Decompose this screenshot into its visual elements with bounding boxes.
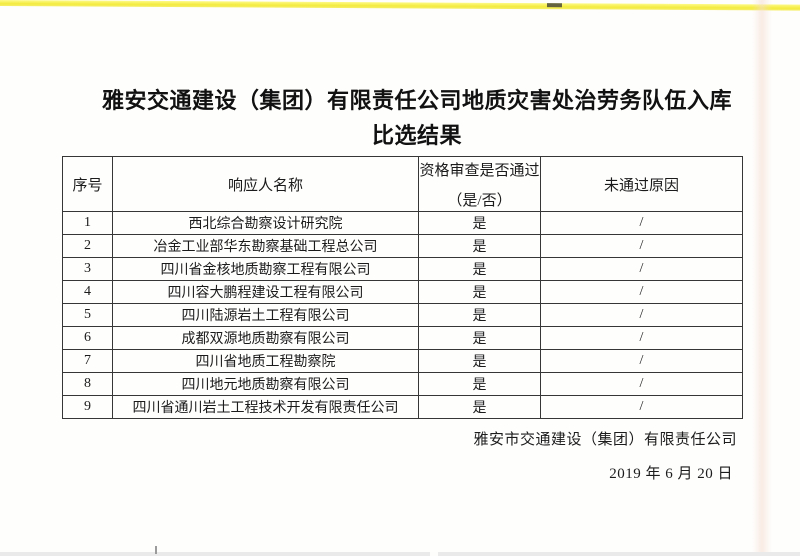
pass-cell: 是	[418, 234, 541, 258]
table-row: 6 成都双源地质勘察有限公司 是 /	[62, 326, 743, 350]
serial-cell: 6	[62, 326, 113, 350]
pass-cell: 是	[418, 349, 541, 373]
reason-cell: /	[540, 257, 743, 281]
reason-cell: /	[540, 395, 743, 419]
col-header-serial: 序号	[62, 156, 113, 212]
serial-cell: 2	[62, 234, 113, 258]
serial-cell: 4	[62, 280, 113, 304]
pass-cell: 是	[418, 303, 541, 327]
scan-edge-right-band	[752, 0, 772, 556]
respondent-name-cell: 四川省通川岩土工程技术开发有限责任公司	[112, 395, 419, 419]
pass-cell: 是	[418, 280, 541, 304]
scan-edge-bottom-band	[0, 552, 800, 556]
table-row: 8 四川地元地质勘察有限公司 是 /	[62, 372, 743, 396]
pass-cell: 是	[418, 395, 541, 419]
scan-edge-bottom-gap	[430, 552, 438, 556]
table-row: 5 四川陆源岩土工程有限公司 是 /	[62, 303, 743, 327]
respondent-name-cell: 西北综合勘察设计研究院	[112, 211, 419, 235]
respondent-name-cell: 成都双源地质勘察有限公司	[112, 326, 419, 350]
table-row: 4 四川容大鹏程建设工程有限公司 是 /	[62, 280, 743, 304]
serial-cell: 9	[62, 395, 113, 419]
pass-cell: 是	[418, 211, 541, 235]
qualification-results-table: 序号 响应人名称 资格审查是否通过 （是/否） 未通过原因 1 西北综合勘察设计…	[62, 156, 743, 419]
scan-tick-mark	[155, 546, 157, 554]
respondent-name-cell: 四川陆源岩土工程有限公司	[112, 303, 419, 327]
serial-cell: 7	[62, 349, 113, 373]
respondent-name-cell: 四川省金核地质勘察工程有限公司	[112, 257, 419, 281]
reason-cell: /	[540, 280, 743, 304]
document-title-line2: 比选结果	[371, 123, 462, 148]
serial-cell: 3	[62, 257, 113, 281]
table-row: 1 西北综合勘察设计研究院 是 /	[62, 211, 743, 235]
footer-company: 雅安市交通建设（集团）有限责任公司	[473, 432, 737, 448]
reason-cell: /	[540, 234, 743, 258]
scan-edge-top-band	[0, 0, 800, 11]
table-row: 7 四川省地质工程勘察院 是 /	[62, 349, 743, 373]
table-row: 9 四川省通川岩土工程技术开发有限责任公司 是 /	[62, 395, 743, 419]
serial-cell: 1	[62, 211, 113, 235]
col-header-respondent-name: 响应人名称	[112, 156, 419, 212]
reason-cell: /	[540, 211, 743, 235]
reason-cell: /	[540, 326, 743, 350]
serial-cell: 5	[62, 303, 113, 327]
col-header-qualification-pass: 资格审查是否通过 （是/否）	[418, 156, 541, 212]
reason-cell: /	[540, 372, 743, 396]
scan-smudge	[546, 3, 562, 8]
document-title: 雅安交通建设（集团）有限责任公司地质灾害处治劳务队伍入库 比选结果	[72, 83, 762, 153]
respondent-name-cell: 四川地元地质勘察有限公司	[112, 372, 419, 396]
table-header-row: 序号 响应人名称 资格审查是否通过 （是/否） 未通过原因	[62, 156, 743, 212]
footer-date: 2019 年 6 月 20 日	[609, 466, 733, 482]
qualification-pass-header-line2: （是/否）	[447, 192, 512, 209]
respondent-name-cell: 四川容大鹏程建设工程有限公司	[112, 280, 419, 304]
respondent-name-cell: 冶金工业部华东勘察基础工程总公司	[112, 234, 419, 258]
document-title-line1: 雅安交通建设（集团）有限责任公司地质灾害处治劳务队伍入库	[101, 88, 732, 113]
pass-cell: 是	[418, 326, 541, 350]
table-row: 2 冶金工业部华东勘察基础工程总公司 是 /	[62, 234, 743, 258]
pass-cell: 是	[418, 257, 541, 281]
col-header-fail-reason: 未通过原因	[540, 156, 743, 212]
respondent-name-cell: 四川省地质工程勘察院	[112, 349, 419, 373]
reason-cell: /	[540, 303, 743, 327]
qualification-pass-header-line1: 资格审查是否通过	[419, 162, 540, 179]
reason-cell: /	[540, 349, 743, 373]
table-row: 3 四川省金核地质勘察工程有限公司 是 /	[62, 257, 743, 281]
pass-cell: 是	[418, 372, 541, 396]
serial-cell: 8	[62, 372, 113, 396]
